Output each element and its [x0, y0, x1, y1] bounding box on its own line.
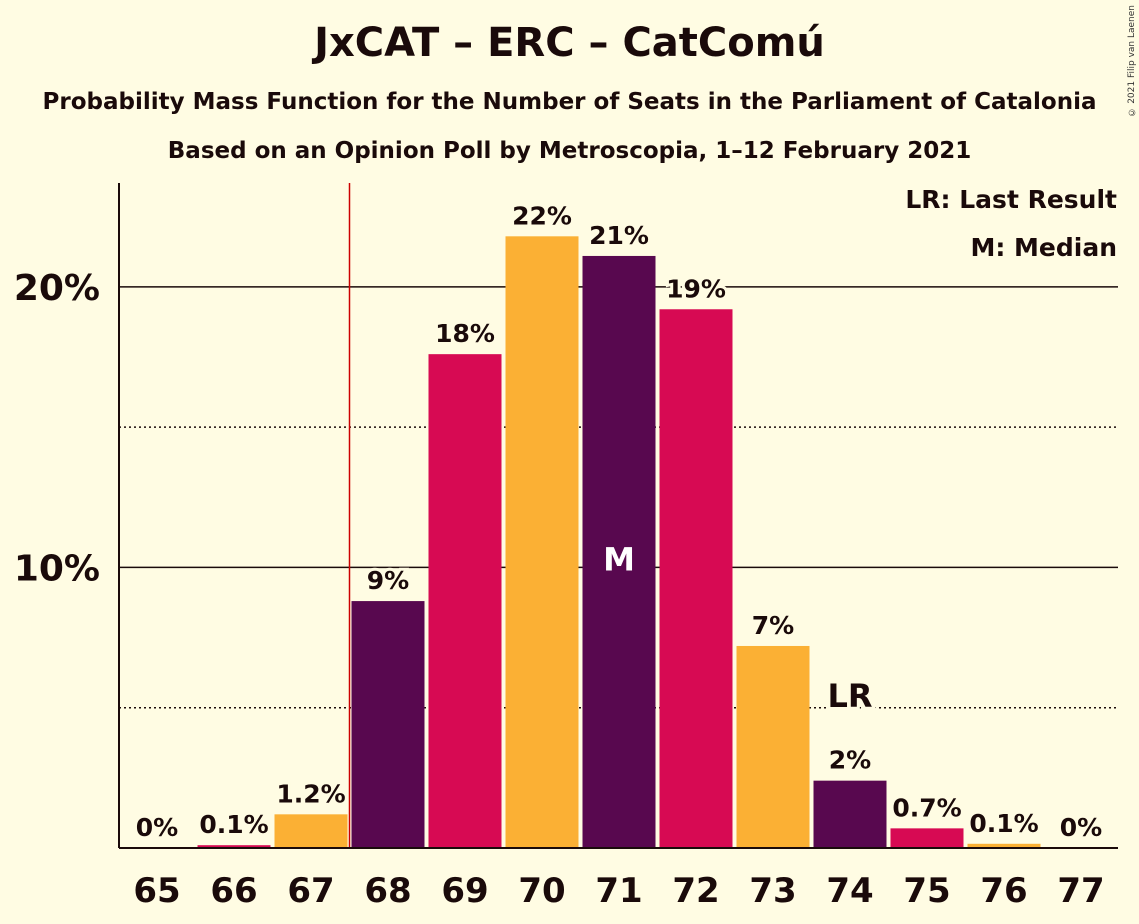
bar-66: [197, 845, 271, 848]
bar-70: [505, 236, 579, 848]
x-tick-label: 66: [210, 871, 257, 911]
bar-72: [659, 309, 733, 848]
bar-74: [813, 780, 887, 848]
y-tick-label: 20%: [14, 268, 100, 309]
data-label-73: 7%: [752, 611, 794, 640]
chart-subtitle-source: Based on an Opinion Poll by Metroscopia,…: [167, 138, 972, 164]
last-result-marker: LR: [827, 677, 872, 715]
x-tick-label: 71: [595, 871, 642, 911]
bar-68: [351, 601, 425, 848]
x-tick-label: 75: [903, 871, 950, 911]
data-label-69: 18%: [435, 319, 495, 348]
x-tick-label: 69: [441, 871, 488, 911]
bar-73: [736, 645, 810, 848]
bar-76: [967, 843, 1041, 848]
x-tick-label: 74: [826, 871, 873, 911]
bar-71: [582, 255, 656, 848]
data-label-68: 9%: [367, 566, 409, 595]
y-tick-label: 10%: [14, 548, 100, 589]
median-marker: M: [603, 540, 635, 578]
legend-entry: LR: Last Result: [905, 185, 1117, 214]
data-label-75: 0.7%: [892, 793, 961, 822]
data-label-71: 21%: [589, 221, 649, 250]
x-tick-label: 67: [287, 871, 334, 911]
data-label-77: 0%: [1060, 813, 1102, 842]
x-tick-label: 68: [364, 871, 411, 911]
bar-75: [890, 828, 964, 848]
bar-69: [428, 354, 502, 848]
x-tick-label: 72: [672, 871, 719, 911]
data-label-65: 0%: [136, 813, 178, 842]
data-label-66: 0.1%: [199, 810, 268, 839]
x-tick-label: 70: [518, 871, 565, 911]
data-label-74: 2%: [829, 746, 871, 775]
data-label-72: 19%: [666, 274, 726, 303]
data-label-70: 22%: [512, 201, 572, 230]
data-label-67: 1.2%: [276, 779, 345, 808]
x-tick-label: 76: [980, 871, 1027, 911]
data-label-76: 0.1%: [969, 809, 1038, 838]
x-tick-label: 77: [1057, 871, 1104, 911]
chart-subtitle: Probability Mass Function for the Number…: [42, 89, 1097, 115]
chart-title: JxCAT – ERC – CatComú: [314, 20, 825, 66]
x-tick-label: 73: [749, 871, 796, 911]
x-tick-label: 65: [133, 871, 180, 911]
bar-67: [274, 814, 348, 848]
legend-entry: M: Median: [970, 233, 1117, 262]
